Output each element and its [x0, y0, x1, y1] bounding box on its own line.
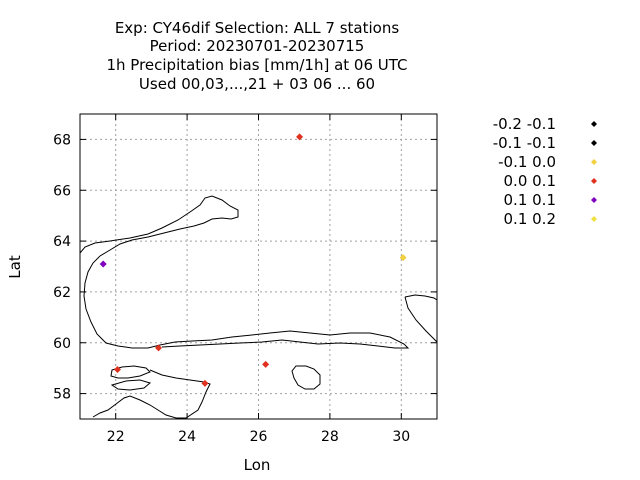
- y-tick-label: 66: [53, 183, 71, 199]
- data-point: [296, 133, 304, 141]
- legend: -0.2 -0.1-0.1 -0.1-0.1 0.00.0 0.10.1 0.1…: [493, 115, 597, 228]
- legend-label: 0.1 0.2: [504, 210, 556, 228]
- data-point: [262, 360, 270, 368]
- data-point: [99, 260, 107, 268]
- y-tick-label: 58: [53, 387, 71, 403]
- data-points: [99, 133, 407, 387]
- y-axis-label: Lat: [6, 255, 24, 279]
- legend-marker: [591, 197, 597, 203]
- legend-marker: [591, 216, 597, 222]
- legend-label: 0.0 0.1: [504, 172, 556, 190]
- ticks: 22 24 26 28 30 58 60 62 64 66 68: [53, 114, 437, 445]
- x-tick-label: 22: [107, 429, 125, 445]
- legend-marker: [591, 159, 597, 165]
- y-tick-label: 64: [53, 234, 71, 250]
- legend-marker: [591, 178, 597, 184]
- legend-label: 0.1 0.1: [504, 191, 556, 209]
- grid: [80, 114, 437, 419]
- x-tick-label: 24: [178, 429, 196, 445]
- y-tick-label: 62: [53, 285, 71, 301]
- x-tick-label: 26: [250, 429, 268, 445]
- x-tick-label: 30: [392, 429, 410, 445]
- title-line-1: Exp: CY46dif Selection: ALL 7 stations: [115, 19, 400, 37]
- title-line-4: Used 00,03,...,21 + 03 06 ... 60: [139, 75, 375, 93]
- y-tick-label: 68: [53, 132, 71, 148]
- data-point: [155, 344, 163, 352]
- title-line-3: 1h Precipitation bias [mm/1h] at 06 UTC: [106, 56, 407, 74]
- data-point: [399, 254, 407, 262]
- x-axis-label: Lon: [244, 456, 271, 474]
- legend-label: -0.1 0.0: [498, 153, 556, 171]
- title-line-2: Period: 20230701-20230715: [150, 37, 365, 55]
- coastline: [79, 195, 438, 419]
- data-point: [201, 379, 209, 387]
- legend-marker: [591, 140, 597, 146]
- y-tick-label: 60: [53, 336, 71, 352]
- data-point: [113, 365, 121, 373]
- x-tick-label: 28: [321, 429, 339, 445]
- chart-title: Exp: CY46dif Selection: ALL 7 stations P…: [106, 19, 407, 93]
- legend-marker: [591, 121, 597, 127]
- legend-label: -0.1 -0.1: [493, 134, 556, 152]
- legend-label: -0.2 -0.1: [493, 115, 556, 133]
